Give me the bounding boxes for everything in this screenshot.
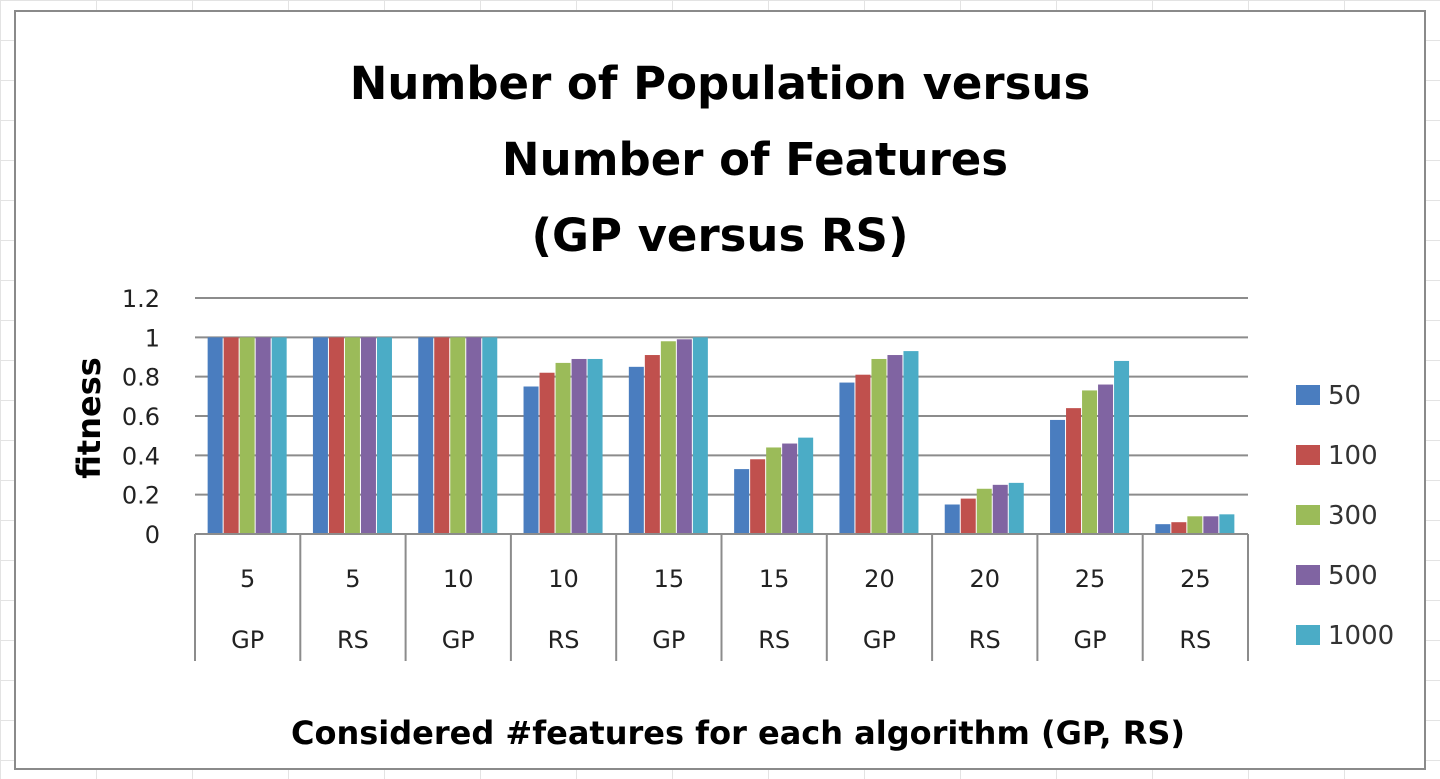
x-tick-features-4: 15: [654, 565, 685, 593]
x-tick-features-8: 25: [1075, 565, 1106, 593]
x-tick-algorithm-6: GP: [863, 626, 896, 654]
chart-title-line-1: Number of Population versus: [349, 57, 1091, 110]
x-tick-algorithm-8: GP: [1074, 626, 1107, 654]
bar-15-GP-500: [676, 339, 692, 534]
bar-10-GP-500: [466, 337, 482, 534]
x-tick-features-9: 25: [1180, 565, 1211, 593]
bar-15-RS-300: [766, 447, 782, 534]
x-tick-algorithm-3: RS: [548, 626, 580, 654]
x-tick-features-5: 15: [759, 565, 790, 593]
chart-title-line-2: Number of Features: [501, 133, 1009, 186]
legend-swatch-100: [1296, 445, 1320, 465]
x-tick-features-2: 10: [443, 565, 474, 593]
bar-20-RS-500: [992, 484, 1008, 534]
legend-label-1000: 1000: [1328, 621, 1394, 651]
bar-5-RS-1000: [376, 337, 392, 534]
bar-25-RS-1000: [1219, 514, 1235, 534]
bar-20-GP-100: [855, 374, 871, 534]
y-tick-label-0.4: 0.4: [122, 442, 160, 470]
x-tick-algorithm-1: RS: [337, 626, 369, 654]
bar-20-RS-50: [944, 504, 960, 534]
bar-10-RS-100: [539, 372, 555, 534]
bar-25-GP-100: [1066, 408, 1082, 534]
x-axis-title: Considered #features for each algorithm …: [291, 714, 1185, 752]
bar-10-GP-50: [418, 337, 434, 534]
bar-15-RS-50: [734, 469, 750, 534]
bar-15-RS-100: [750, 459, 766, 534]
bar-5-GP-50: [207, 337, 223, 534]
bar-5-GP-300: [239, 337, 255, 534]
y-tick-label-0: 0: [145, 521, 160, 549]
y-tick-label-1: 1: [145, 324, 160, 352]
bar-15-GP-1000: [692, 337, 708, 534]
bar-25-RS-500: [1203, 516, 1219, 534]
bar-20-RS-100: [960, 498, 976, 534]
bar-15-RS-500: [782, 443, 798, 534]
bar-25-RS-50: [1155, 524, 1171, 534]
bar-25-GP-300: [1082, 390, 1098, 534]
legend-swatch-300: [1296, 505, 1320, 525]
bar-5-GP-500: [255, 337, 271, 534]
x-tick-features-3: 10: [548, 565, 579, 593]
bar-25-RS-100: [1171, 522, 1187, 534]
bar-15-GP-100: [644, 355, 660, 534]
bar-10-RS-500: [571, 358, 587, 534]
legend-label-50: 50: [1328, 381, 1361, 411]
bar-25-GP-1000: [1114, 360, 1130, 534]
bar-10-GP-1000: [482, 337, 498, 534]
bar-20-GP-50: [839, 382, 855, 534]
bar-25-GP-50: [1050, 419, 1066, 534]
x-tick-algorithm-9: RS: [1179, 626, 1211, 654]
bar-20-GP-1000: [903, 351, 919, 534]
bar-10-GP-100: [434, 337, 450, 534]
chart-title: Number of Population versus Number of Fe…: [0, 46, 1440, 274]
x-tick-algorithm-7: RS: [969, 626, 1001, 654]
legend-swatch-500: [1296, 565, 1320, 585]
bar-5-GP-1000: [271, 337, 287, 534]
y-tick-label-0.8: 0.8: [122, 364, 160, 392]
x-tick-algorithm-4: GP: [652, 626, 685, 654]
x-tick-features-1: 5: [345, 565, 360, 593]
x-tick-algorithm-2: GP: [442, 626, 475, 654]
bar-25-GP-500: [1098, 384, 1114, 534]
legend-label-100: 100: [1328, 441, 1378, 471]
legend-swatch-50: [1296, 385, 1320, 405]
y-tick-label-0.2: 0.2: [122, 482, 160, 510]
bar-5-RS-500: [360, 337, 376, 534]
bar-15-RS-1000: [798, 437, 814, 534]
bar-10-RS-300: [555, 362, 571, 534]
legend-label-500: 500: [1328, 561, 1378, 591]
bar-20-RS-300: [976, 488, 992, 534]
x-tick-features-6: 20: [864, 565, 895, 593]
bar-5-RS-300: [344, 337, 360, 534]
x-tick-algorithm-0: GP: [231, 626, 264, 654]
bar-10-GP-300: [450, 337, 466, 534]
x-tick-algorithm-5: RS: [758, 626, 790, 654]
bar-25-RS-300: [1187, 516, 1203, 534]
x-tick-features-0: 5: [240, 565, 255, 593]
bar-15-GP-50: [628, 366, 644, 534]
y-tick-label-0.6: 0.6: [122, 403, 160, 431]
legend-swatch-1000: [1296, 625, 1320, 645]
x-tick-features-7: 20: [969, 565, 1000, 593]
bar-20-GP-300: [871, 358, 887, 534]
bar-5-GP-100: [223, 337, 239, 534]
chart-title-line-3: (GP versus RS): [531, 209, 909, 262]
bar-20-RS-1000: [1008, 482, 1024, 534]
legend-label-300: 300: [1328, 501, 1378, 531]
y-axis-title: fitness: [70, 357, 108, 479]
bar-5-RS-50: [312, 337, 328, 534]
y-tick-label-1.2: 1.2: [122, 285, 160, 313]
bar-5-RS-100: [328, 337, 344, 534]
bar-10-RS-50: [523, 386, 539, 534]
bar-20-GP-500: [887, 355, 903, 534]
bar-10-RS-1000: [587, 358, 603, 534]
bar-15-GP-300: [660, 341, 676, 534]
